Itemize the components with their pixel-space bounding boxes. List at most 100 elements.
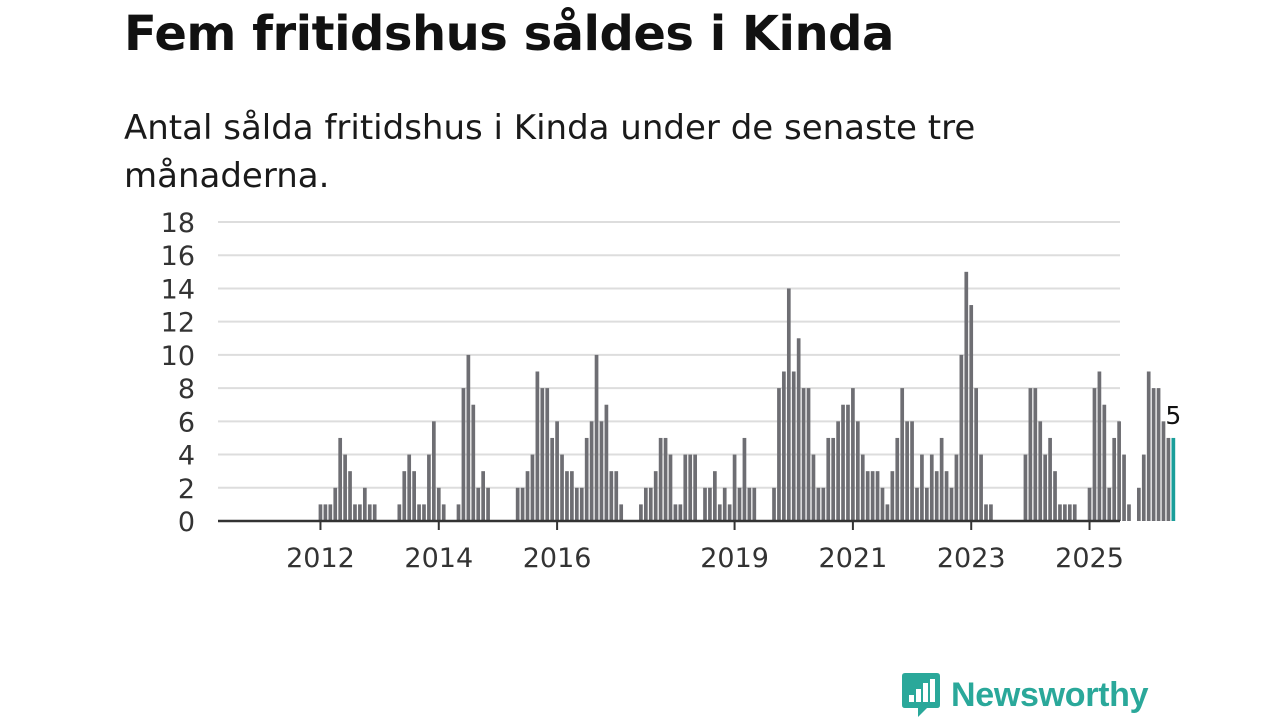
x-tick-label: 2023 (937, 543, 1006, 574)
bar (658, 437, 663, 521)
chart-title: Fem fritidshus såldes i Kinda (124, 6, 894, 62)
bar (343, 454, 347, 521)
bar (964, 271, 969, 521)
bar (594, 354, 599, 521)
x-tick-label: 2021 (819, 543, 888, 574)
bar (1028, 388, 1033, 521)
bar (333, 487, 338, 521)
bar (348, 471, 352, 521)
bar (1122, 454, 1126, 521)
bar (574, 487, 579, 521)
bar (870, 471, 875, 521)
bar (791, 371, 796, 521)
y-tick-label: 12 (161, 308, 195, 339)
bar (806, 388, 811, 521)
bar (422, 504, 426, 521)
bar (1043, 454, 1048, 521)
bar (328, 504, 333, 521)
bar (900, 388, 905, 521)
logo-text: Newsworthy (951, 675, 1149, 714)
y-tick-label: 4 (178, 441, 195, 472)
bar (372, 504, 377, 521)
bar (1033, 388, 1038, 521)
bar (1023, 454, 1028, 521)
bar (362, 487, 367, 521)
bar (427, 454, 431, 521)
bar (939, 437, 944, 521)
bar (1107, 487, 1112, 521)
bar (742, 437, 747, 521)
bar (747, 487, 752, 521)
bar (831, 437, 836, 521)
bar (407, 454, 412, 521)
bar (1063, 504, 1067, 521)
bar (525, 471, 530, 521)
bar (934, 471, 939, 521)
bar (535, 371, 540, 521)
newsworthy-logo-icon (902, 673, 940, 717)
bar (713, 471, 717, 521)
bar (1146, 371, 1151, 521)
bar (708, 487, 712, 521)
bar (752, 487, 757, 521)
bar (1087, 487, 1092, 521)
x-tick-label: 2014 (404, 543, 473, 574)
bar (836, 421, 840, 521)
bar (1072, 504, 1077, 521)
bar (323, 504, 328, 521)
bar (722, 487, 727, 521)
bar (821, 487, 826, 521)
bar (732, 454, 737, 521)
bar (397, 504, 402, 521)
bar (358, 504, 362, 521)
x-tick-label: 2025 (1055, 543, 1124, 574)
bar (693, 454, 697, 521)
annotations: 5 (1165, 401, 1181, 430)
bar (801, 388, 806, 521)
bar (984, 504, 988, 521)
bar (318, 504, 323, 521)
bar (1067, 504, 1072, 521)
y-tick-label: 18 (161, 208, 195, 239)
bar (614, 471, 619, 521)
bar (565, 471, 569, 521)
bar (890, 471, 895, 521)
bar (678, 504, 683, 521)
bar (668, 454, 673, 521)
bar (589, 421, 594, 521)
bar (959, 354, 964, 521)
bar (875, 471, 880, 521)
bar (727, 504, 732, 521)
bar-highlight (1171, 437, 1176, 521)
bar (1166, 437, 1171, 521)
bar (456, 504, 461, 521)
y-tick-label: 8 (178, 374, 195, 405)
y-tick-label: 6 (178, 407, 195, 438)
grid-lines (218, 221, 1120, 489)
x-tick-label: 2016 (523, 543, 592, 574)
bar (466, 354, 471, 521)
bar (619, 504, 624, 521)
bar (1112, 437, 1117, 521)
bar (969, 305, 974, 521)
bar (885, 504, 890, 521)
bar (989, 504, 993, 521)
bar (367, 504, 372, 521)
bar (895, 437, 900, 521)
bar (648, 487, 653, 521)
bar (599, 421, 604, 521)
bar (609, 471, 614, 521)
bar (1136, 487, 1141, 521)
bar (1097, 371, 1102, 521)
x-tick-label: 2019 (700, 543, 769, 574)
bar (481, 471, 485, 521)
bar (412, 471, 416, 521)
y-tick-label: 2 (178, 474, 195, 505)
bar (417, 504, 421, 521)
bar (865, 471, 870, 521)
bar (703, 487, 707, 521)
bar (555, 421, 559, 521)
bar (436, 487, 441, 521)
